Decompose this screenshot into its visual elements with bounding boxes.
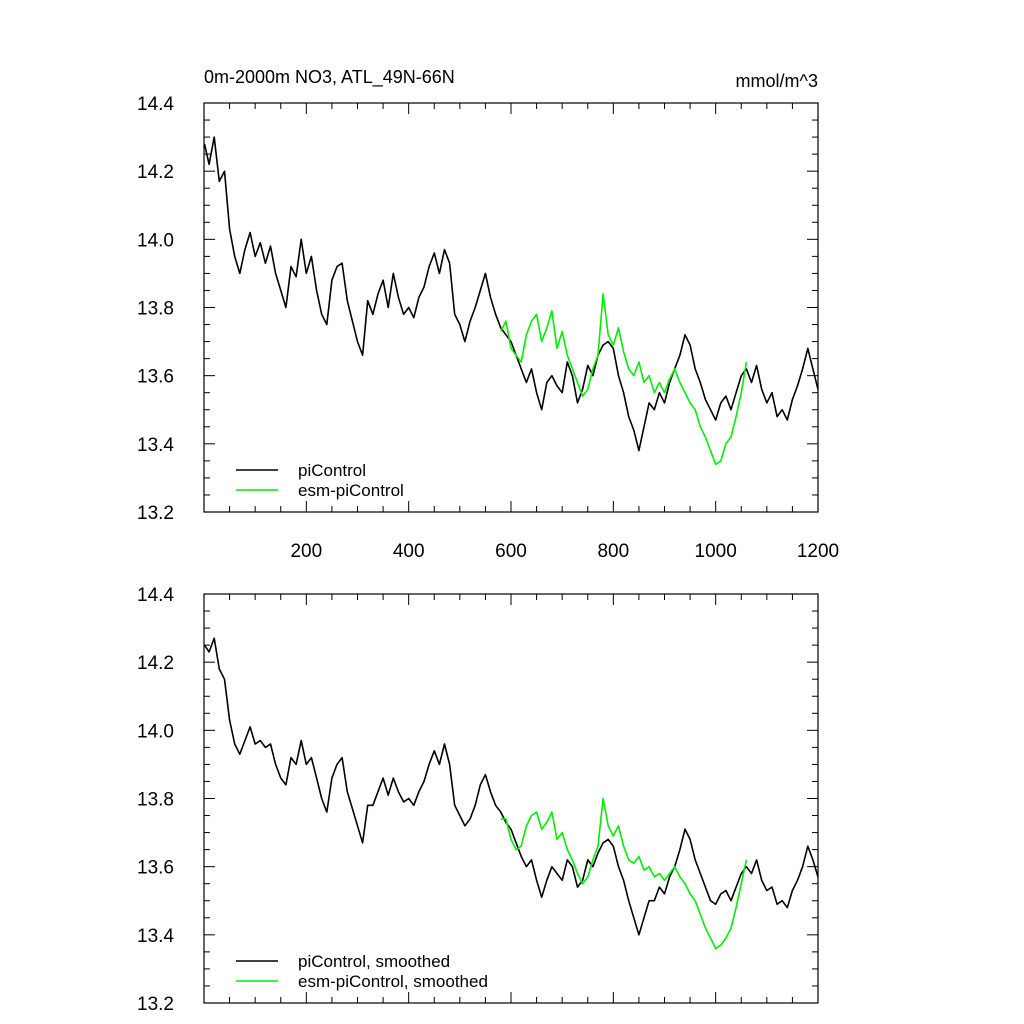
top-panel-series: [203, 136, 819, 466]
top-legend: piControl esm-piControl: [236, 461, 404, 500]
bottom-y-tick-label: 13.8: [137, 790, 174, 811]
top-panel-ticks: 200 400 600 800 1000 1200 13.2 13.4 13.6 13.8 14.0…: [137, 94, 839, 562]
top-y-tick-label: 13.2: [137, 503, 174, 524]
top-x-tick-label: 600: [495, 541, 527, 562]
bottom-legend: piControl, smoothed esm-piControl, smoot…: [236, 952, 488, 991]
bottom-y-tick-label: 13.4: [137, 926, 174, 947]
top-y-tick-label: 13.6: [137, 367, 174, 388]
top-y-tick-label: 14.4: [137, 94, 174, 115]
top-x-tick-label: 1000: [695, 541, 737, 562]
legend-label-esm-picontrol-smoothed: esm-piControl, smoothed: [298, 972, 488, 991]
top-y-tick-label: 13.8: [137, 299, 174, 320]
bottom-panel-ticks: 13.2 13.4 13.6 13.8 14.0 14.2 14.4: [137, 585, 819, 1015]
legend-label-esm-picontrol: esm-piControl: [298, 481, 404, 500]
top-y-tick-label: 14.2: [137, 162, 174, 183]
top-x-tick-label: 200: [290, 541, 322, 562]
top-panel: 200 400 600 800 1000 1200 13.2 13.4 13.6 13.8 14.0…: [137, 94, 839, 562]
bottom-panel: 13.2 13.4 13.6 13.8 14.0 14.2 14.4 piControl, …: [137, 585, 819, 1015]
units-label: mmol/m^3: [736, 71, 818, 91]
bottom-y-tick-label: 13.2: [137, 994, 174, 1015]
top-x-tick-label: 400: [393, 541, 425, 562]
top-plot-frame: [203, 102, 819, 513]
bottom-series-picontrol-smoothed: [203, 637, 819, 936]
top-y-tick-label: 13.4: [137, 435, 174, 456]
bottom-y-tick-label: 14.4: [137, 585, 174, 606]
legend-label-picontrol: piControl: [298, 461, 366, 480]
bottom-plot-frame: [203, 593, 819, 1004]
top-x-tick-label: 800: [597, 541, 629, 562]
top-series-picontrol: [203, 136, 819, 452]
bottom-panel-series: [203, 637, 819, 950]
bottom-y-tick-label: 14.2: [137, 653, 174, 674]
top-y-tick-label: 14.0: [137, 230, 174, 251]
bottom-y-tick-label: 13.6: [137, 858, 174, 879]
bottom-y-tick-label: 14.0: [137, 721, 174, 742]
top-x-tick-label: 1200: [797, 541, 839, 562]
top-series-esm-picontrol: [500, 293, 748, 466]
bottom-series-esm-picontrol-smoothed: [500, 797, 748, 950]
legend-label-picontrol-smoothed: piControl, smoothed: [298, 952, 450, 971]
chart-title: 0m-2000m NO3, ATL_49N-66N: [204, 67, 455, 88]
